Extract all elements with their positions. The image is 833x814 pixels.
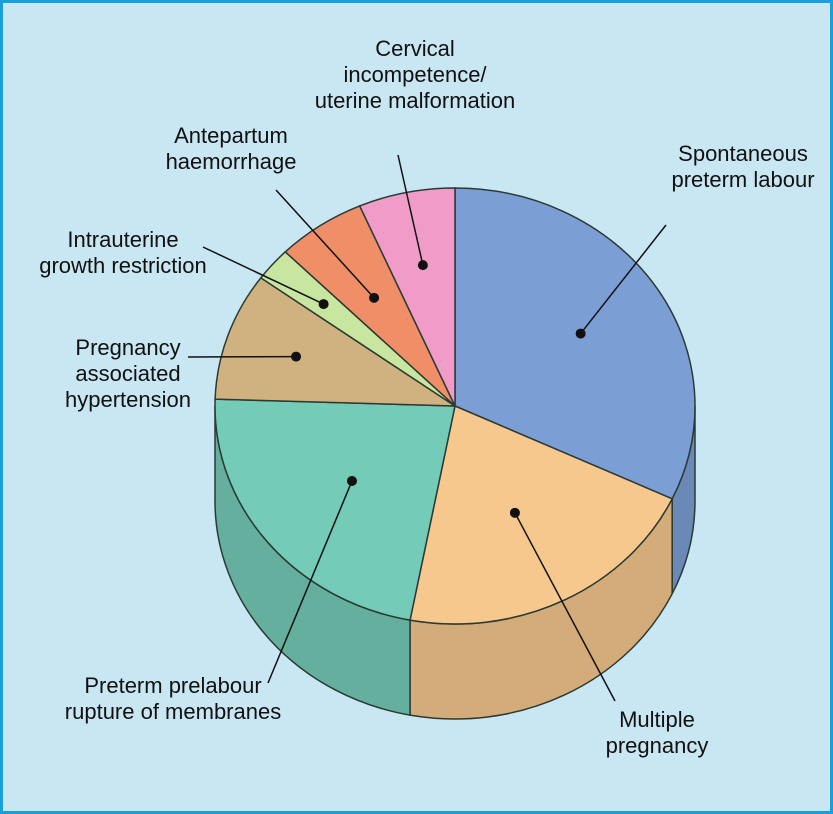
leader-line-aph [275, 189, 375, 299]
slice-label-cervical: Cervical incompetence/uterine malformatio… [315, 36, 516, 113]
slice-label-line: uterine malformation [315, 88, 516, 113]
pie-slice-pregnancy-associated-hypertension [214, 276, 458, 407]
slice-label-line: Spontaneous [678, 141, 808, 166]
pie-slice-multiple-pregnancy [409, 404, 674, 625]
leader-dot-aph [369, 292, 380, 303]
slice-label-line: Pregnancy [75, 335, 180, 360]
pie-slice-preterm-prelabour-rupture-of-membranes [214, 398, 456, 622]
slice-label-iugr: Intrauterine growth restriction [39, 227, 207, 278]
leader-dot-spontaneous [575, 328, 586, 339]
leader-dot-hypertension [291, 351, 302, 362]
slice-label-line: incompetence/ [343, 62, 487, 87]
slice-label-line: Cervical [375, 36, 454, 61]
slice-label-line: pregnancy [606, 733, 709, 758]
leader-lines [187, 154, 667, 702]
pie-slices [214, 187, 696, 625]
pie-chart: Spontaneous preterm labour Multiple pregnan… [39, 36, 814, 758]
slice-label-line: Intrauterine [67, 227, 178, 252]
leader-line-cervical [397, 154, 424, 266]
slice-label-line: Antepartum [174, 123, 288, 148]
slice-label-line: hypertension [65, 387, 191, 412]
leader-dot-multiple [509, 507, 520, 518]
slice-label-pprom: Preterm prelabour rupture of membranes [65, 673, 281, 724]
slice-label-line: rupture of membranes [65, 699, 281, 724]
slice-label-line: preterm labour [671, 167, 814, 192]
slice-label-aph: Antepartum haemorrhage [166, 123, 297, 174]
leader-dot-iugr [318, 299, 329, 310]
leader-dot-pprom [346, 475, 357, 486]
leader-line-iugr [202, 246, 324, 305]
leader-dot-cervical [417, 260, 428, 271]
slice-label-spontaneous: Spontaneous preterm labour [671, 141, 814, 192]
slice-label-line: Multiple [619, 707, 695, 732]
slice-label-line: Preterm prelabour [84, 673, 261, 698]
pie-slice-spontaneous-preterm-labour [454, 187, 696, 500]
leader-line-pprom [267, 480, 353, 684]
slice-label-multiple: Multiple pregnancy [606, 707, 709, 758]
slice-label-line: associated [75, 361, 180, 386]
slice-label-hypertension: Pregnancy associated hypertension [65, 335, 191, 412]
leader-line-multiple [514, 512, 616, 702]
leader-line-spontaneous [580, 224, 667, 335]
slice-labels: Spontaneous preterm labour Multiple pregnan… [39, 36, 814, 758]
slice-label-line: haemorrhage [166, 149, 297, 174]
slice-label-line: growth restriction [39, 253, 207, 278]
